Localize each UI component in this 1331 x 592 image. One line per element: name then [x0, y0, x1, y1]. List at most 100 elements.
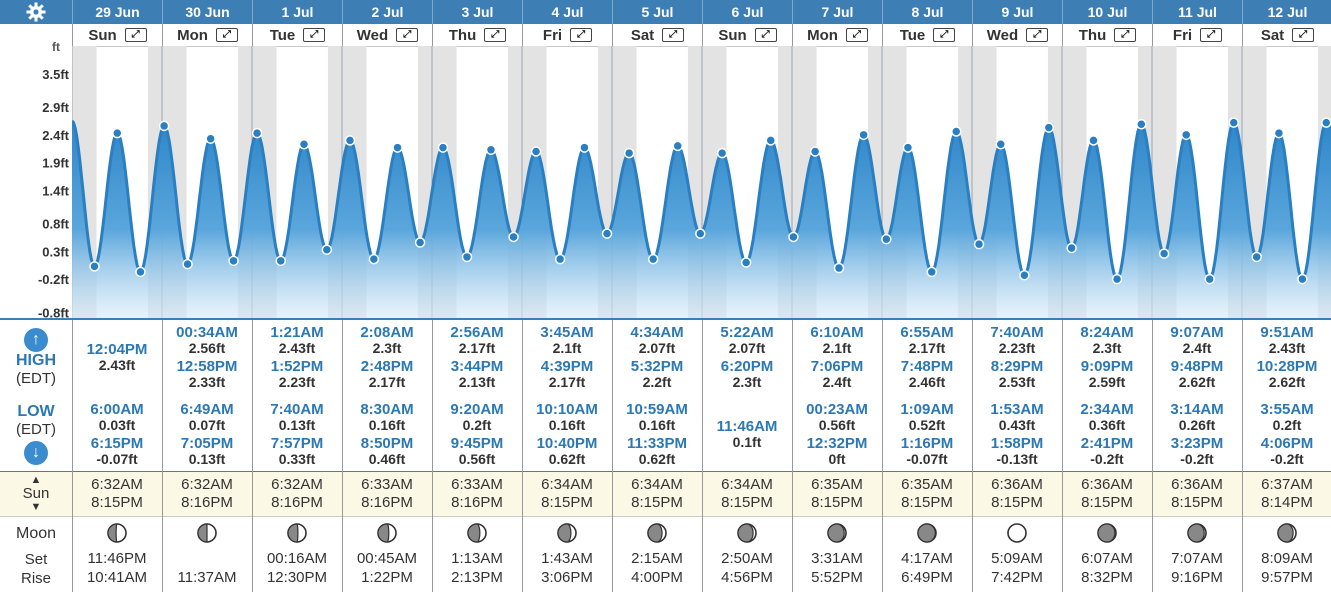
tide-extreme-point[interactable] [1111, 273, 1123, 285]
tide-extreme-point[interactable] [579, 142, 590, 153]
low-tide-height: 0.62ft [548, 451, 586, 467]
high-tide-time: 7:48PM [900, 358, 954, 375]
tide-extreme-point[interactable] [298, 139, 310, 150]
tide-extreme-point[interactable] [344, 135, 356, 146]
tide-extreme-point[interactable] [321, 244, 333, 255]
sunset-time: 8:15PM [721, 494, 773, 511]
weekday-cell: Tue ⤢ [252, 24, 342, 46]
expand-day-button[interactable]: ⤢ [845, 28, 868, 42]
tide-extreme-point[interactable] [902, 142, 914, 153]
tide-extreme-point[interactable] [858, 129, 869, 141]
weekday-cell: Sat ⤢ [612, 24, 702, 46]
tide-extreme-point[interactable] [1251, 251, 1262, 263]
tide-extreme-point[interactable] [554, 253, 566, 265]
y-tick-label: -0.8ft [38, 305, 70, 318]
tide-extreme-point[interactable] [1297, 273, 1308, 285]
tide-extreme-point[interactable] [809, 146, 821, 157]
table-column-divider [702, 320, 703, 592]
tide-extreme-point[interactable] [135, 266, 146, 278]
tide-extreme-point[interactable] [112, 127, 123, 139]
table-column-divider [972, 320, 973, 592]
high-tide-height: 2.1ft [552, 340, 582, 356]
sunrise-time: 6:32AM [181, 476, 233, 493]
sunrise-time: 6:35AM [811, 476, 863, 493]
sun-row-divider [0, 471, 1331, 472]
tide-extreme-point[interactable] [1228, 117, 1239, 128]
expand-day-button[interactable]: ⤢ [124, 28, 147, 42]
expand-day-button[interactable]: ⤢ [754, 28, 777, 42]
expand-day-button[interactable]: ⤢ [1292, 28, 1315, 42]
tide-extreme-point[interactable] [601, 228, 613, 239]
tide-extreme-point[interactable] [437, 142, 449, 153]
tide-extreme-point[interactable] [275, 255, 287, 267]
tide-extreme-point[interactable] [205, 133, 216, 144]
tide-extreme-point[interactable] [788, 231, 799, 243]
tide-extreme-point[interactable] [1204, 273, 1215, 285]
tide-extreme-point[interactable] [716, 147, 728, 159]
sunrise-time: 6:34AM [721, 476, 773, 493]
tide-extreme-point[interactable] [1273, 127, 1285, 139]
expand-day-button[interactable]: ⤢ [1114, 28, 1137, 42]
expand-day-button[interactable]: ⤢ [303, 28, 326, 42]
tide-extreme-point[interactable] [672, 140, 683, 152]
tide-extreme-point[interactable] [485, 144, 497, 156]
tide-extreme-point[interactable] [1136, 119, 1147, 130]
tide-extreme-point[interactable] [251, 127, 263, 139]
tide-extreme-point[interactable] [1043, 122, 1055, 133]
moonset-time: 1:13AM [451, 550, 503, 567]
tide-extreme-point[interactable] [392, 142, 403, 153]
tide-extreme-point[interactable] [414, 237, 426, 248]
tide-extreme-point[interactable] [1066, 242, 1077, 254]
low-tide-entry: 4:06PM -0.2ft [1242, 436, 1331, 467]
tide-extreme-point[interactable] [740, 257, 752, 268]
high-tide-time: 7:40AM [990, 324, 1044, 341]
tide-extreme-point[interactable] [461, 251, 473, 263]
moon-phase-icon [1007, 523, 1027, 543]
y-axis-unit-top: ft [52, 40, 60, 54]
expand-day-button[interactable]: ⤢ [570, 28, 593, 42]
expand-day-button[interactable]: ⤢ [662, 28, 685, 42]
low-tide-time: 9:45PM [450, 435, 504, 452]
sunset-time: 8:15PM [631, 494, 683, 511]
low-tide-entry: 11:33PM 0.62ft [612, 436, 702, 467]
tide-extreme-point[interactable] [1180, 129, 1192, 141]
y-tick-label: 3.5ft [42, 67, 69, 82]
expand-day-button[interactable]: ⤢ [933, 28, 956, 42]
weekday-label: Fri [1172, 26, 1193, 44]
tide-extreme-point[interactable] [182, 258, 193, 270]
tide-extreme-point[interactable] [508, 231, 519, 243]
tide-extreme-point[interactable] [1158, 248, 1170, 259]
tide-extreme-point[interactable] [1088, 135, 1099, 146]
tide-extreme-point[interactable] [158, 120, 170, 132]
expand-day-button[interactable]: ⤢ [484, 28, 507, 42]
tide-extreme-point[interactable] [368, 253, 380, 265]
expand-day-button[interactable]: ⤢ [215, 28, 238, 42]
tide-extreme-point[interactable] [926, 266, 938, 278]
moonset-time: 1:43AM [541, 550, 593, 567]
settings-button[interactable] [0, 0, 72, 24]
tide-extreme-point[interactable] [1321, 117, 1331, 128]
expand-day-button[interactable]: ⤢ [396, 28, 419, 42]
tide-extreme-point[interactable] [995, 139, 1007, 150]
tide-extreme-point[interactable] [765, 135, 776, 146]
tide-extreme-point[interactable] [695, 228, 706, 239]
tide-extreme-point[interactable] [1019, 270, 1030, 281]
low-tide-height: 0.56ft [818, 417, 856, 433]
tide-extreme-point[interactable] [623, 147, 635, 159]
high-timezone-label: (EDT) [16, 370, 56, 387]
weekday-label: Tue [269, 26, 296, 44]
expand-day-button[interactable]: ⤢ [1200, 28, 1223, 42]
tide-extreme-point[interactable] [530, 146, 542, 157]
expand-day-button[interactable]: ⤢ [1026, 28, 1049, 42]
low-tide-height: 0.13ft [188, 451, 226, 467]
tide-extreme-point[interactable] [228, 255, 239, 267]
table-top-divider [0, 318, 1331, 320]
tide-extreme-point[interactable] [951, 126, 962, 137]
tide-extreme-point[interactable] [881, 233, 892, 245]
sun-times: 6:32AM 8:15PM [72, 476, 162, 512]
tide-extreme-point[interactable] [973, 238, 985, 250]
low-tide-height: 0.07ft [188, 417, 226, 433]
tide-extreme-point[interactable] [647, 253, 659, 265]
tide-extreme-point[interactable] [833, 262, 845, 274]
tide-extreme-point[interactable] [89, 261, 100, 272]
